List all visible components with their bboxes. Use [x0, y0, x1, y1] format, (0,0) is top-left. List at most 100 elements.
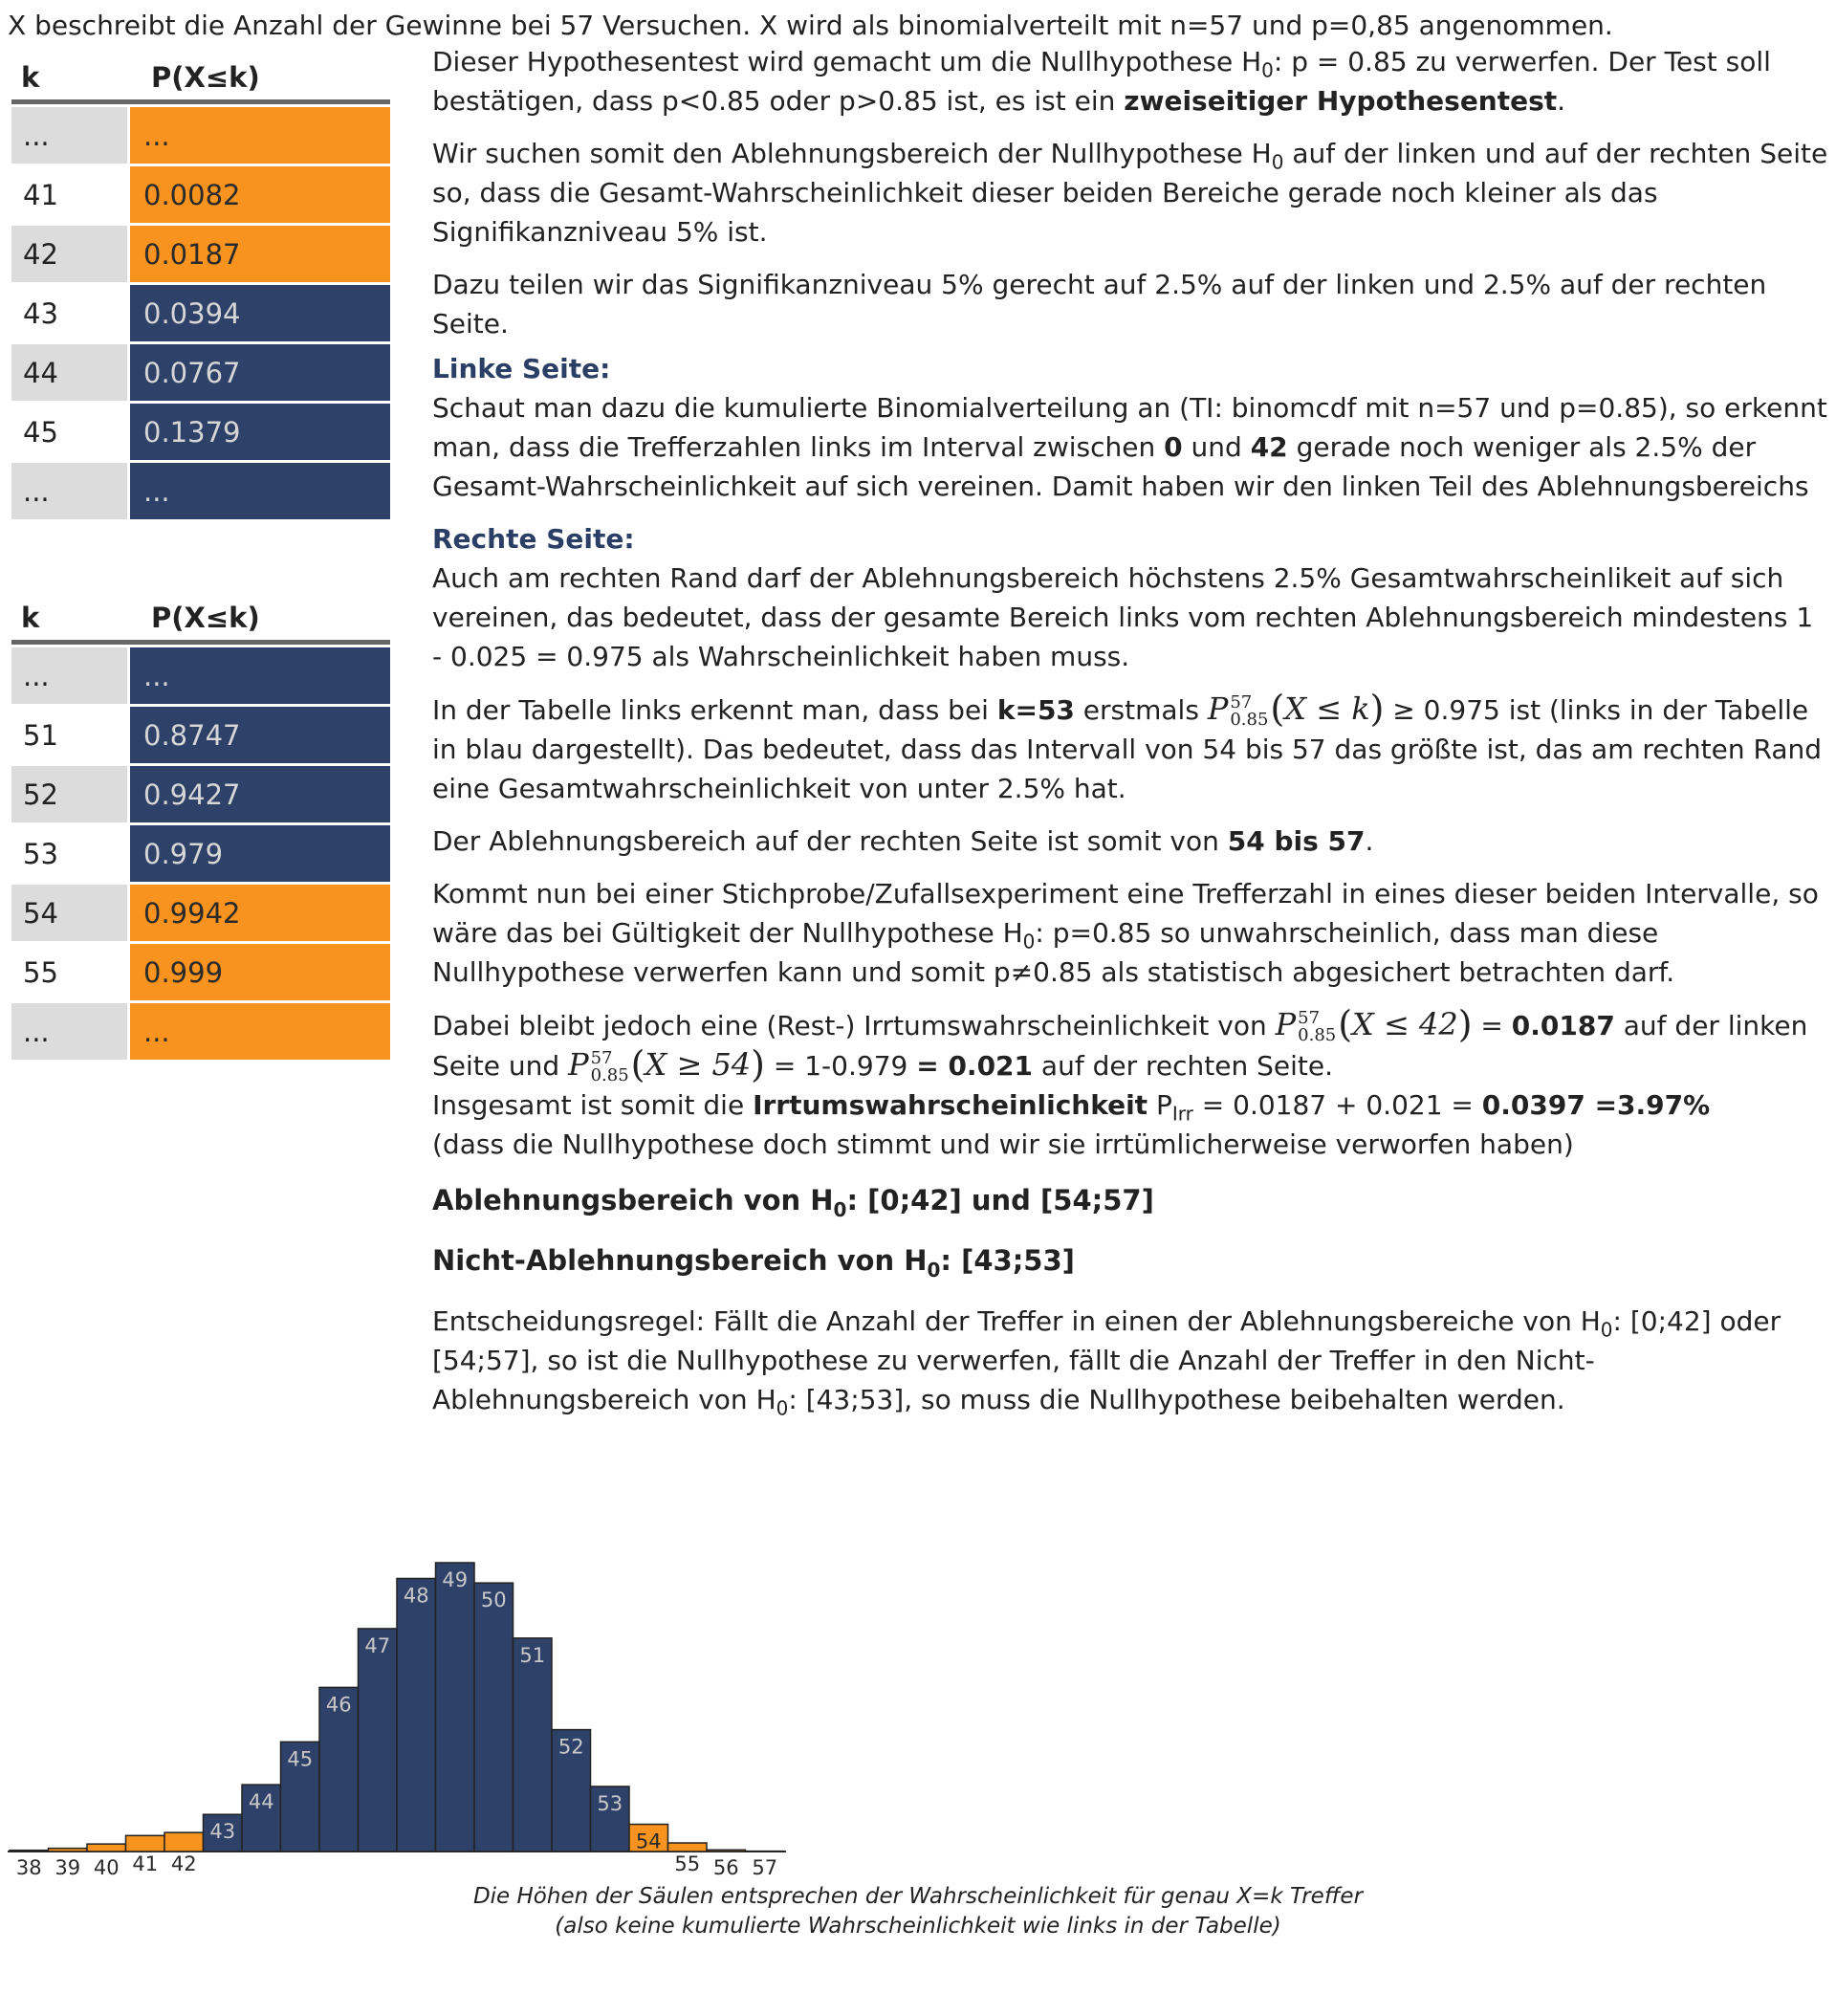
cell-probability: 0.1379 [130, 404, 390, 460]
table-row: 41 0.0082 [11, 166, 390, 223]
bar-label: 45 [287, 1747, 313, 1770]
bar-50 [473, 1582, 514, 1852]
bar-label: 49 [442, 1568, 468, 1591]
cell-probability: ... [130, 1003, 390, 1060]
cell-k: 44 [11, 344, 127, 401]
bar-label: 54 [636, 1830, 662, 1853]
table-row: 42 0.0187 [11, 226, 390, 282]
bar-label: 42 [171, 1852, 197, 1875]
cell-k: 52 [11, 766, 127, 822]
bar-53 [589, 1786, 630, 1852]
cell-probability: ... [130, 107, 390, 164]
bar-55 [667, 1842, 708, 1852]
paragraph-table-reading: In der Tabelle links erkennt man, dass b… [432, 688, 1823, 805]
paragraph-total-error: Insgesamt ist somit die Irrtumswahrschei… [432, 1089, 1711, 1126]
bar-label: 51 [519, 1644, 545, 1667]
bar-49 [434, 1562, 475, 1852]
bar-label: 53 [597, 1792, 623, 1815]
cell-k: 53 [11, 825, 127, 882]
table-row: 44 0.0767 [11, 344, 390, 401]
paragraph-split: Dazu teilen wir das Signifikanzniveau 5%… [432, 269, 1767, 340]
table-row: 51 0.8747 [11, 707, 390, 763]
bar-label: 44 [249, 1790, 274, 1813]
paragraph-note: (dass die Nullhypothese doch stimmt und … [432, 1129, 1574, 1160]
table-header: k P(X≤k) [11, 592, 390, 645]
paragraph-error: Dabei bleibt jedoch eine (Rest-) Irrtums… [432, 1003, 1808, 1085]
caption-line-2: (also keine kumulierte Wahrscheinlichkei… [555, 1914, 1281, 1939]
formula-right: P 57 0.85 (X ≥ 54) [568, 1043, 765, 1085]
bar-label: 40 [94, 1856, 120, 1879]
bar-45 [279, 1741, 320, 1852]
table-row: ...... [11, 463, 390, 519]
cell-probability: 0.8747 [130, 707, 390, 763]
cell-k: 55 [11, 944, 127, 1000]
cell-probability: 0.0082 [130, 166, 390, 223]
cell-k: ... [11, 463, 127, 519]
explanation-text: Dieser Hypothesentest wird gemacht um di… [432, 42, 1830, 1433]
bar-label: 57 [752, 1856, 777, 1879]
header-p: P(X≤k) [151, 61, 260, 94]
bar-39 [47, 1847, 88, 1852]
formula-left: P 57 0.85 (X ≤ 42) [1275, 1003, 1473, 1045]
bar-38 [9, 1849, 50, 1852]
cell-probability: ... [130, 463, 390, 519]
bar-label: 50 [481, 1589, 507, 1611]
heading-left-side: Linke Seite: [432, 353, 611, 384]
bar-42 [164, 1831, 205, 1852]
bar-51 [512, 1637, 553, 1852]
table-row: 43 0.0394 [11, 285, 390, 341]
cell-k: ... [11, 647, 127, 704]
paragraph-decision-rule: Entscheidungsregel: Fällt die Anzahl der… [432, 1305, 1781, 1420]
bar-56 [706, 1849, 747, 1852]
cell-probability: ... [130, 647, 390, 704]
paragraph-intro: Dieser Hypothesentest wird gemacht um di… [432, 46, 1771, 117]
chart-caption: Die Höhen der Säulen entsprechen der Wah… [382, 1882, 1454, 1941]
bar-54 [628, 1823, 669, 1852]
header-k: k [21, 61, 40, 94]
cell-k: 41 [11, 166, 127, 223]
bar-label: 55 [674, 1852, 700, 1875]
table-row: 55 0.999 [11, 944, 390, 1000]
cell-k: 51 [11, 707, 127, 763]
cell-probability: 0.979 [130, 825, 390, 882]
cell-k: 45 [11, 404, 127, 460]
cell-probability: 0.9942 [130, 885, 390, 941]
cumulative-table-right: k P(X≤k) ...... 51 0.8747 52 0.9427 53 0.979 54… [11, 592, 390, 1060]
bar-41 [124, 1834, 165, 1852]
header-p: P(X≤k) [151, 602, 260, 634]
cell-k: ... [11, 1003, 127, 1060]
cell-k: 42 [11, 226, 127, 282]
bar-label: 39 [55, 1856, 80, 1879]
binomial-distribution-chart: 38 39 40 41 42 43 44 45 46 47 48 49 50 51 52 53 54 55 56 57 [8, 1562, 786, 1879]
bar-label: 52 [558, 1736, 584, 1759]
table-row: ...... [11, 107, 390, 164]
bar-label: 46 [326, 1693, 352, 1716]
non-rejection-region: Nicht-Ablehnungsbereich von H0: [43;53] [432, 1244, 1075, 1282]
bar-40 [86, 1843, 127, 1852]
bar-label: 41 [132, 1852, 158, 1875]
cell-k: 43 [11, 285, 127, 341]
heading-right-side: Rechte Seite: [432, 523, 635, 555]
cumulative-table-left: k P(X≤k) ...... 41 0.0082 42 0.0187 43 0.0394 4… [11, 52, 390, 519]
table-row: 45 0.1379 [11, 404, 390, 460]
table-row: 53 0.979 [11, 825, 390, 882]
formula-k: P 57 0.85 (X ≤ k) [1207, 688, 1385, 730]
paragraph-left-side: Schaut man dazu die kumulierte Binomialv… [432, 392, 1827, 502]
bar-48 [396, 1577, 437, 1852]
table-header: k P(X≤k) [11, 52, 390, 104]
paragraph-right-result: Der Ablehnungsbereich auf der rechten Se… [432, 825, 1374, 857]
cell-k: 54 [11, 885, 127, 941]
cell-probability: 0.0187 [130, 226, 390, 282]
cell-probability: 0.0767 [130, 344, 390, 401]
paragraph-search: Wir suchen somit den Ablehnungsbereich d… [432, 138, 1828, 248]
paragraph-conclusion: Kommt nun bei einer Stichprobe/Zufallsex… [432, 878, 1819, 988]
table-row: ...... [11, 1003, 390, 1060]
bar-label: 38 [16, 1856, 42, 1879]
paragraph-right-side: Auch am rechten Rand darf der Ablehnungs… [432, 562, 1814, 672]
table-row: 52 0.9427 [11, 766, 390, 822]
bar-label: 47 [364, 1634, 390, 1657]
table-row: 54 0.9942 [11, 885, 390, 941]
cell-probability: 0.9427 [130, 766, 390, 822]
bar-47 [357, 1628, 398, 1852]
cell-probability: 0.0394 [130, 285, 390, 341]
